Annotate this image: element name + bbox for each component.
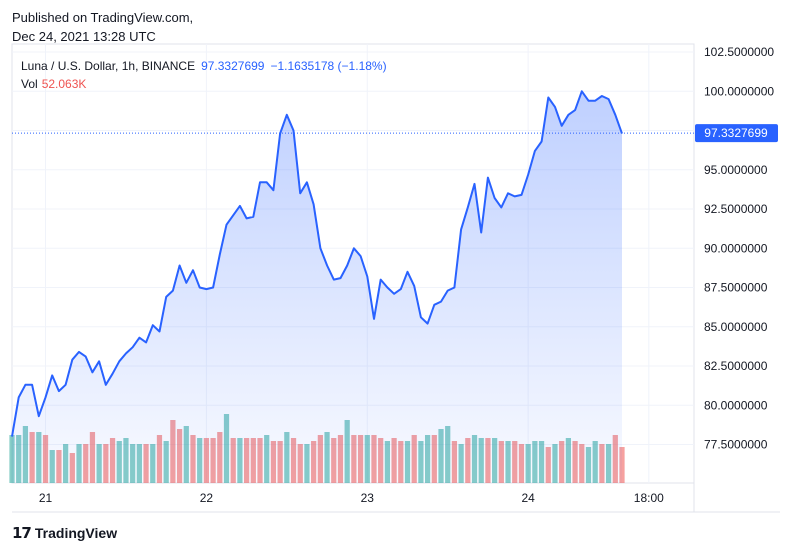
y-tick-label: 87.5000000 [704,281,768,295]
volume-value: 52.063K [41,77,87,91]
y-tick-label: 100.0000000 [704,84,774,98]
x-tick-label: 21 [39,491,53,505]
price-line [11,90,623,437]
chart-legend: Luna / U.S. Dollar, 1h, BINANCE 97.332769… [21,57,387,93]
last-value: 97.3327699 [201,59,265,73]
symbol-label[interactable]: Luna / U.S. Dollar, 1h, BINANCE [21,59,196,73]
tradingview-brand[interactable]: 17 TradingView [12,524,117,542]
y-tick-label: 82.5000000 [704,359,768,373]
publish-timestamp: Dec 24, 2021 13:28 UTC [12,29,156,44]
published-label: Published on TradingView.com, [12,10,194,25]
brand-name: TradingView [34,525,118,541]
publish-info: Published on TradingView.com, Dec 24, 20… [12,8,193,46]
y-tick-label: 102.5000000 [704,45,774,59]
y-tick-label: 85.0000000 [704,320,768,334]
tradingview-logo-icon: 17 [12,524,32,542]
y-tick-label: 90.0000000 [704,241,768,255]
last-price-badge [695,124,778,143]
y-tick-label: 80.0000000 [704,398,768,412]
change-value: −1.1635178 (−1.18%) [270,59,387,73]
y-tick-label: 95.0000000 [704,163,768,177]
y-tick-label: 77.5000000 [704,438,768,452]
last-price-badge-label: 97.3327699 [704,126,768,140]
x-tick-label: 23 [361,491,375,505]
y-tick-label: 92.5000000 [704,202,768,216]
price-area [12,91,622,484]
x-tick-label: 22 [200,491,214,505]
x-tick-label: 24 [521,491,535,505]
volume-label[interactable]: Vol [21,77,38,91]
x-tick-label: 18:00 [634,491,664,505]
